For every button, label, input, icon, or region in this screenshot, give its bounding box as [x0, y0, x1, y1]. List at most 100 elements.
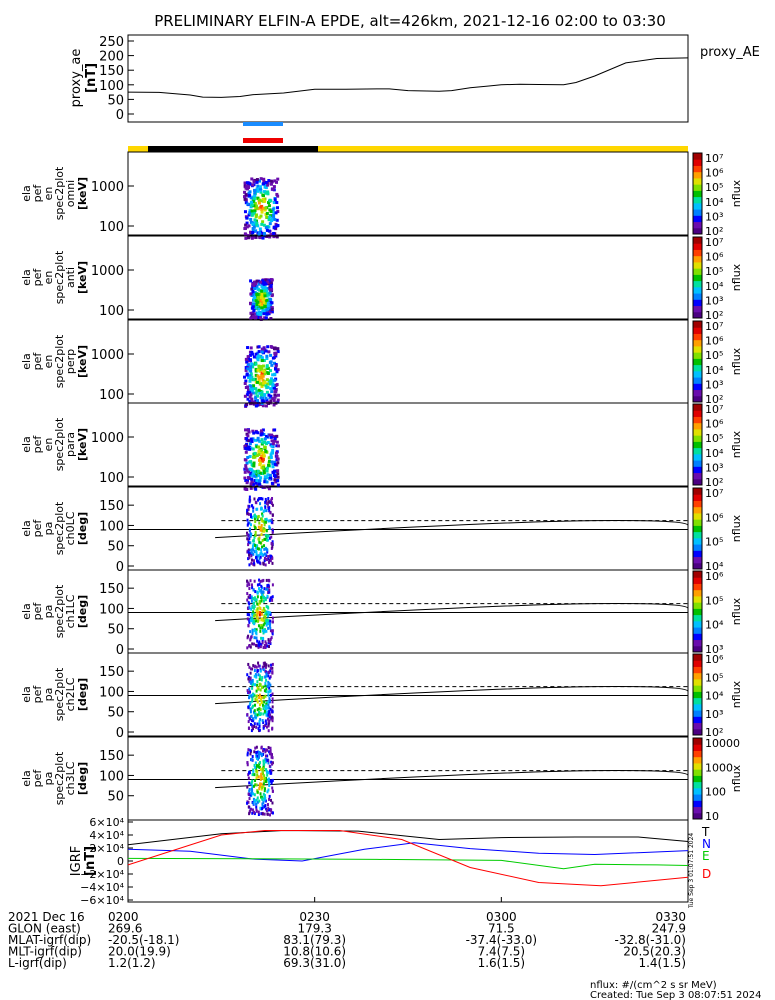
spectrogram-pixel	[265, 629, 268, 633]
spectrogram-pixel	[252, 801, 255, 805]
spectrogram-pixel	[269, 233, 273, 237]
panel-ytick-label: 50	[107, 706, 124, 721]
colorbar-label: nflux	[730, 680, 743, 708]
spectrogram-pixel	[275, 444, 279, 448]
spectrogram-pixel	[264, 681, 267, 685]
spectrogram-pixel	[257, 641, 260, 645]
colorbar-tick-label: 10000	[705, 737, 740, 750]
spectrogram-pixel	[275, 451, 279, 455]
panel-ylabel-line: anti	[64, 267, 77, 288]
colorbar-segment	[693, 352, 702, 359]
colorbar-segment	[693, 775, 702, 783]
spectrogram-pixel	[251, 212, 255, 216]
spectrogram-pixel	[268, 291, 272, 295]
colorbar-segment	[693, 215, 702, 223]
igrf-legend-E: E	[702, 849, 710, 863]
spectrogram-pixel	[273, 361, 277, 365]
spectrogram-pixel	[263, 440, 267, 444]
spectrogram-pixel	[274, 435, 278, 439]
spectrogram-pixel	[252, 792, 255, 796]
spectrogram-pixel	[248, 537, 251, 541]
spectrogram-pixel	[269, 310, 273, 314]
spectrogram-pixel	[249, 482, 253, 486]
spectrogram-pixel	[252, 431, 256, 435]
spectrogram-pixel	[260, 782, 263, 786]
spectrogram-pixel	[253, 793, 256, 797]
spectrogram-pixel	[261, 280, 265, 284]
spectrogram-pixel	[267, 379, 271, 383]
spectrogram-pixel	[250, 388, 254, 392]
spectrogram-pixel	[253, 202, 257, 206]
spectrogram-pixel	[265, 501, 268, 505]
spectrogram-pixel	[275, 383, 279, 387]
spectrogram-pixel	[254, 549, 257, 553]
spectrogram-pixel	[257, 498, 260, 502]
spectrogram-pixel	[251, 784, 254, 788]
spectrogram-pixel	[271, 692, 274, 696]
spectrogram-pixel	[267, 554, 270, 558]
spectrogram-pixel	[259, 555, 262, 559]
spectrogram-pixel	[252, 315, 256, 319]
spectrogram-pixel	[270, 307, 274, 311]
panel-ytick-label: 100	[99, 471, 124, 486]
spectrogram-pixel	[270, 811, 273, 815]
ae-series-line	[127, 57, 689, 98]
colorbar-segment	[693, 428, 702, 436]
spectrogram-pixel	[248, 781, 251, 785]
colorbar-segment	[693, 627, 702, 634]
spectrogram-pixel	[265, 687, 268, 691]
spectrogram-pixel	[247, 181, 251, 185]
spectrogram-pixel	[262, 782, 265, 786]
spectrogram-pixel	[273, 462, 277, 466]
spectrogram-pixel	[269, 379, 273, 383]
colorbar-segment	[693, 703, 702, 711]
spectrogram-pixel	[264, 787, 267, 791]
colorbar-segment	[693, 620, 702, 628]
spectrogram-pixel	[247, 623, 250, 627]
spectrogram-pixel	[251, 719, 254, 723]
spectrogram-pixel	[275, 454, 279, 458]
spectrogram-pixel	[262, 527, 265, 531]
colorbar-tick-label: 10⁴	[705, 280, 724, 293]
spectrogram-pixel	[249, 316, 253, 320]
spectrogram-pixel	[253, 479, 257, 483]
spectrogram-pixel	[248, 602, 251, 606]
colorbar-segment	[693, 660, 702, 667]
spectrogram-pixel	[254, 396, 258, 400]
spectrogram-pixel	[263, 445, 267, 449]
spectrogram-pixel	[268, 525, 271, 529]
spectrogram-pixel	[259, 806, 262, 810]
colorbar-segment	[693, 595, 702, 603]
spectrogram-pixel	[268, 808, 271, 812]
spectrogram-pixel	[257, 366, 261, 370]
spectrogram-pixel	[251, 586, 254, 590]
spectrogram-pixel	[252, 552, 255, 556]
colorbar-segment	[693, 441, 702, 449]
spectrogram-pixel	[276, 194, 280, 198]
spectrogram-pixel	[253, 693, 256, 697]
spectrogram-pixel	[273, 179, 277, 183]
spectrogram-pixel	[258, 707, 261, 711]
spectrogram-pixel	[248, 797, 251, 801]
spectrogram-pixel	[255, 598, 258, 602]
spectrogram-pixel	[247, 522, 250, 526]
spectrogram-pixel	[255, 445, 259, 449]
spectrogram-pixel	[245, 184, 249, 188]
spectrogram-pixel	[262, 223, 266, 227]
spectrogram-pixel	[267, 497, 270, 501]
ephemeris-row-label: GLON (east)	[8, 922, 81, 936]
spectrogram-pixel	[257, 727, 260, 731]
spectrogram-pixel	[258, 787, 261, 791]
panel-units: [deg]	[76, 762, 89, 795]
spectrogram-pixel	[253, 627, 256, 631]
spectrogram-pixel	[251, 619, 254, 623]
spectrogram-pixel	[250, 397, 254, 401]
spectrogram-pixel	[251, 183, 255, 187]
spectrogram-pixel	[258, 762, 261, 766]
spectrogram-pixel	[265, 499, 268, 503]
colorbar-segment	[693, 506, 702, 514]
spectrogram-pixel	[275, 201, 279, 205]
spectrogram-pixel	[246, 391, 250, 395]
spectrogram-pixel	[267, 703, 270, 707]
